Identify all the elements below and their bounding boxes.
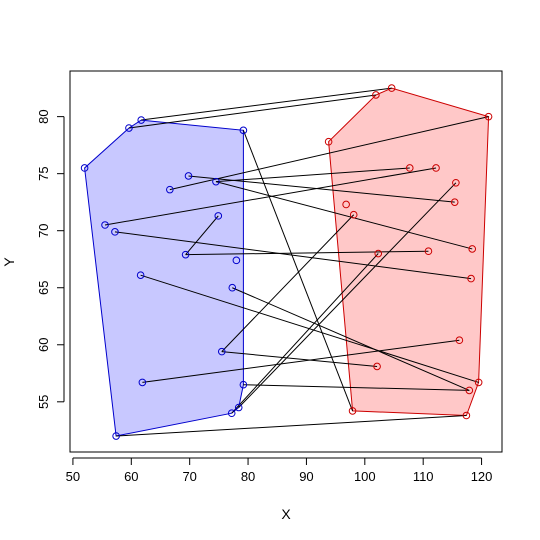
segment-line xyxy=(185,215,219,255)
red-data-point xyxy=(405,164,414,172)
blue-data-point xyxy=(112,432,120,440)
plot-frame xyxy=(69,70,503,453)
segment-line xyxy=(242,130,354,412)
blue-hull-polygon xyxy=(84,119,244,437)
segment-line xyxy=(243,384,470,391)
segment-line xyxy=(169,116,489,191)
segment-line xyxy=(185,250,429,256)
blue-data-point xyxy=(228,283,237,292)
red-data-point xyxy=(462,411,471,420)
hull-polygons xyxy=(84,87,490,437)
segment-line xyxy=(114,231,472,280)
x-tick-label: 80 xyxy=(241,469,255,484)
segment-line xyxy=(238,182,457,408)
y-axis-title: Y xyxy=(1,257,17,267)
blue-data-point xyxy=(166,185,174,194)
red-data-point xyxy=(374,249,383,258)
y-tick-label: 65 xyxy=(36,281,51,295)
x-tick-label: 90 xyxy=(299,469,313,484)
segment-line xyxy=(141,87,392,121)
segment-line xyxy=(215,181,473,250)
segment-line xyxy=(232,287,470,391)
y-tick-label: 55 xyxy=(36,395,51,409)
x-axis: 50 60 70 80 90 100 110 120 xyxy=(66,457,493,484)
red-data-point xyxy=(452,178,460,187)
red-data-point xyxy=(484,112,493,121)
red-data-point xyxy=(468,245,477,253)
x-tick-label: 70 xyxy=(182,469,196,484)
blue-data-point xyxy=(137,116,146,124)
blue-data-point xyxy=(184,172,193,180)
blue-data-point xyxy=(181,250,190,259)
segment-line xyxy=(188,175,455,203)
y-tick-label: 70 xyxy=(36,223,51,237)
segment-line xyxy=(221,214,355,352)
segment-line xyxy=(231,253,379,414)
segment-line xyxy=(104,167,437,226)
segment-line xyxy=(128,94,376,129)
x-tick-label: 110 xyxy=(413,469,434,484)
data-points xyxy=(80,84,493,440)
red-data-point xyxy=(474,378,483,387)
red-data-point xyxy=(465,386,474,395)
y-tick-label: 80 xyxy=(36,109,51,123)
red-data-point xyxy=(324,137,333,146)
blue-data-point xyxy=(125,124,133,132)
red-data-point xyxy=(450,198,459,206)
x-tick-label: 50 xyxy=(66,469,80,484)
blue-data-point xyxy=(80,164,89,172)
blue-data-point xyxy=(239,126,248,135)
segment-line xyxy=(116,414,467,437)
x-tick-label: 60 xyxy=(124,469,138,484)
blue-data-point xyxy=(212,177,220,186)
x-tick-label: 100 xyxy=(354,469,376,484)
blue-data-point xyxy=(136,271,145,279)
blue-data-point xyxy=(214,212,223,220)
blue-data-point xyxy=(239,380,248,389)
connecting-segments xyxy=(104,87,489,437)
blue-data-point xyxy=(232,256,241,265)
blue-data-point xyxy=(138,378,147,387)
blue-data-point xyxy=(234,403,243,412)
red-data-point xyxy=(372,91,380,99)
red-data-point xyxy=(455,336,464,345)
red-data-point xyxy=(373,362,381,371)
blue-data-point xyxy=(101,221,109,229)
segment-line xyxy=(215,167,410,183)
y-axis: 55 60 65 70 75 80 xyxy=(36,109,65,409)
red-data-point xyxy=(348,407,357,415)
red-data-point xyxy=(432,164,440,172)
blue-data-point xyxy=(111,228,119,236)
segment-line xyxy=(221,351,378,367)
red-data-point xyxy=(387,84,396,92)
x-axis-title: X xyxy=(281,506,291,522)
y-tick-label: 60 xyxy=(36,338,51,352)
blue-data-point xyxy=(217,347,226,356)
segment-line xyxy=(142,339,460,383)
y-tick-label: 75 xyxy=(36,166,51,180)
blue-data-point xyxy=(227,409,236,418)
red-data-point xyxy=(349,210,358,219)
red-data-point xyxy=(424,247,433,256)
x-tick-label: 120 xyxy=(471,469,493,484)
red-data-point xyxy=(467,274,475,283)
red-data-point xyxy=(342,200,350,209)
